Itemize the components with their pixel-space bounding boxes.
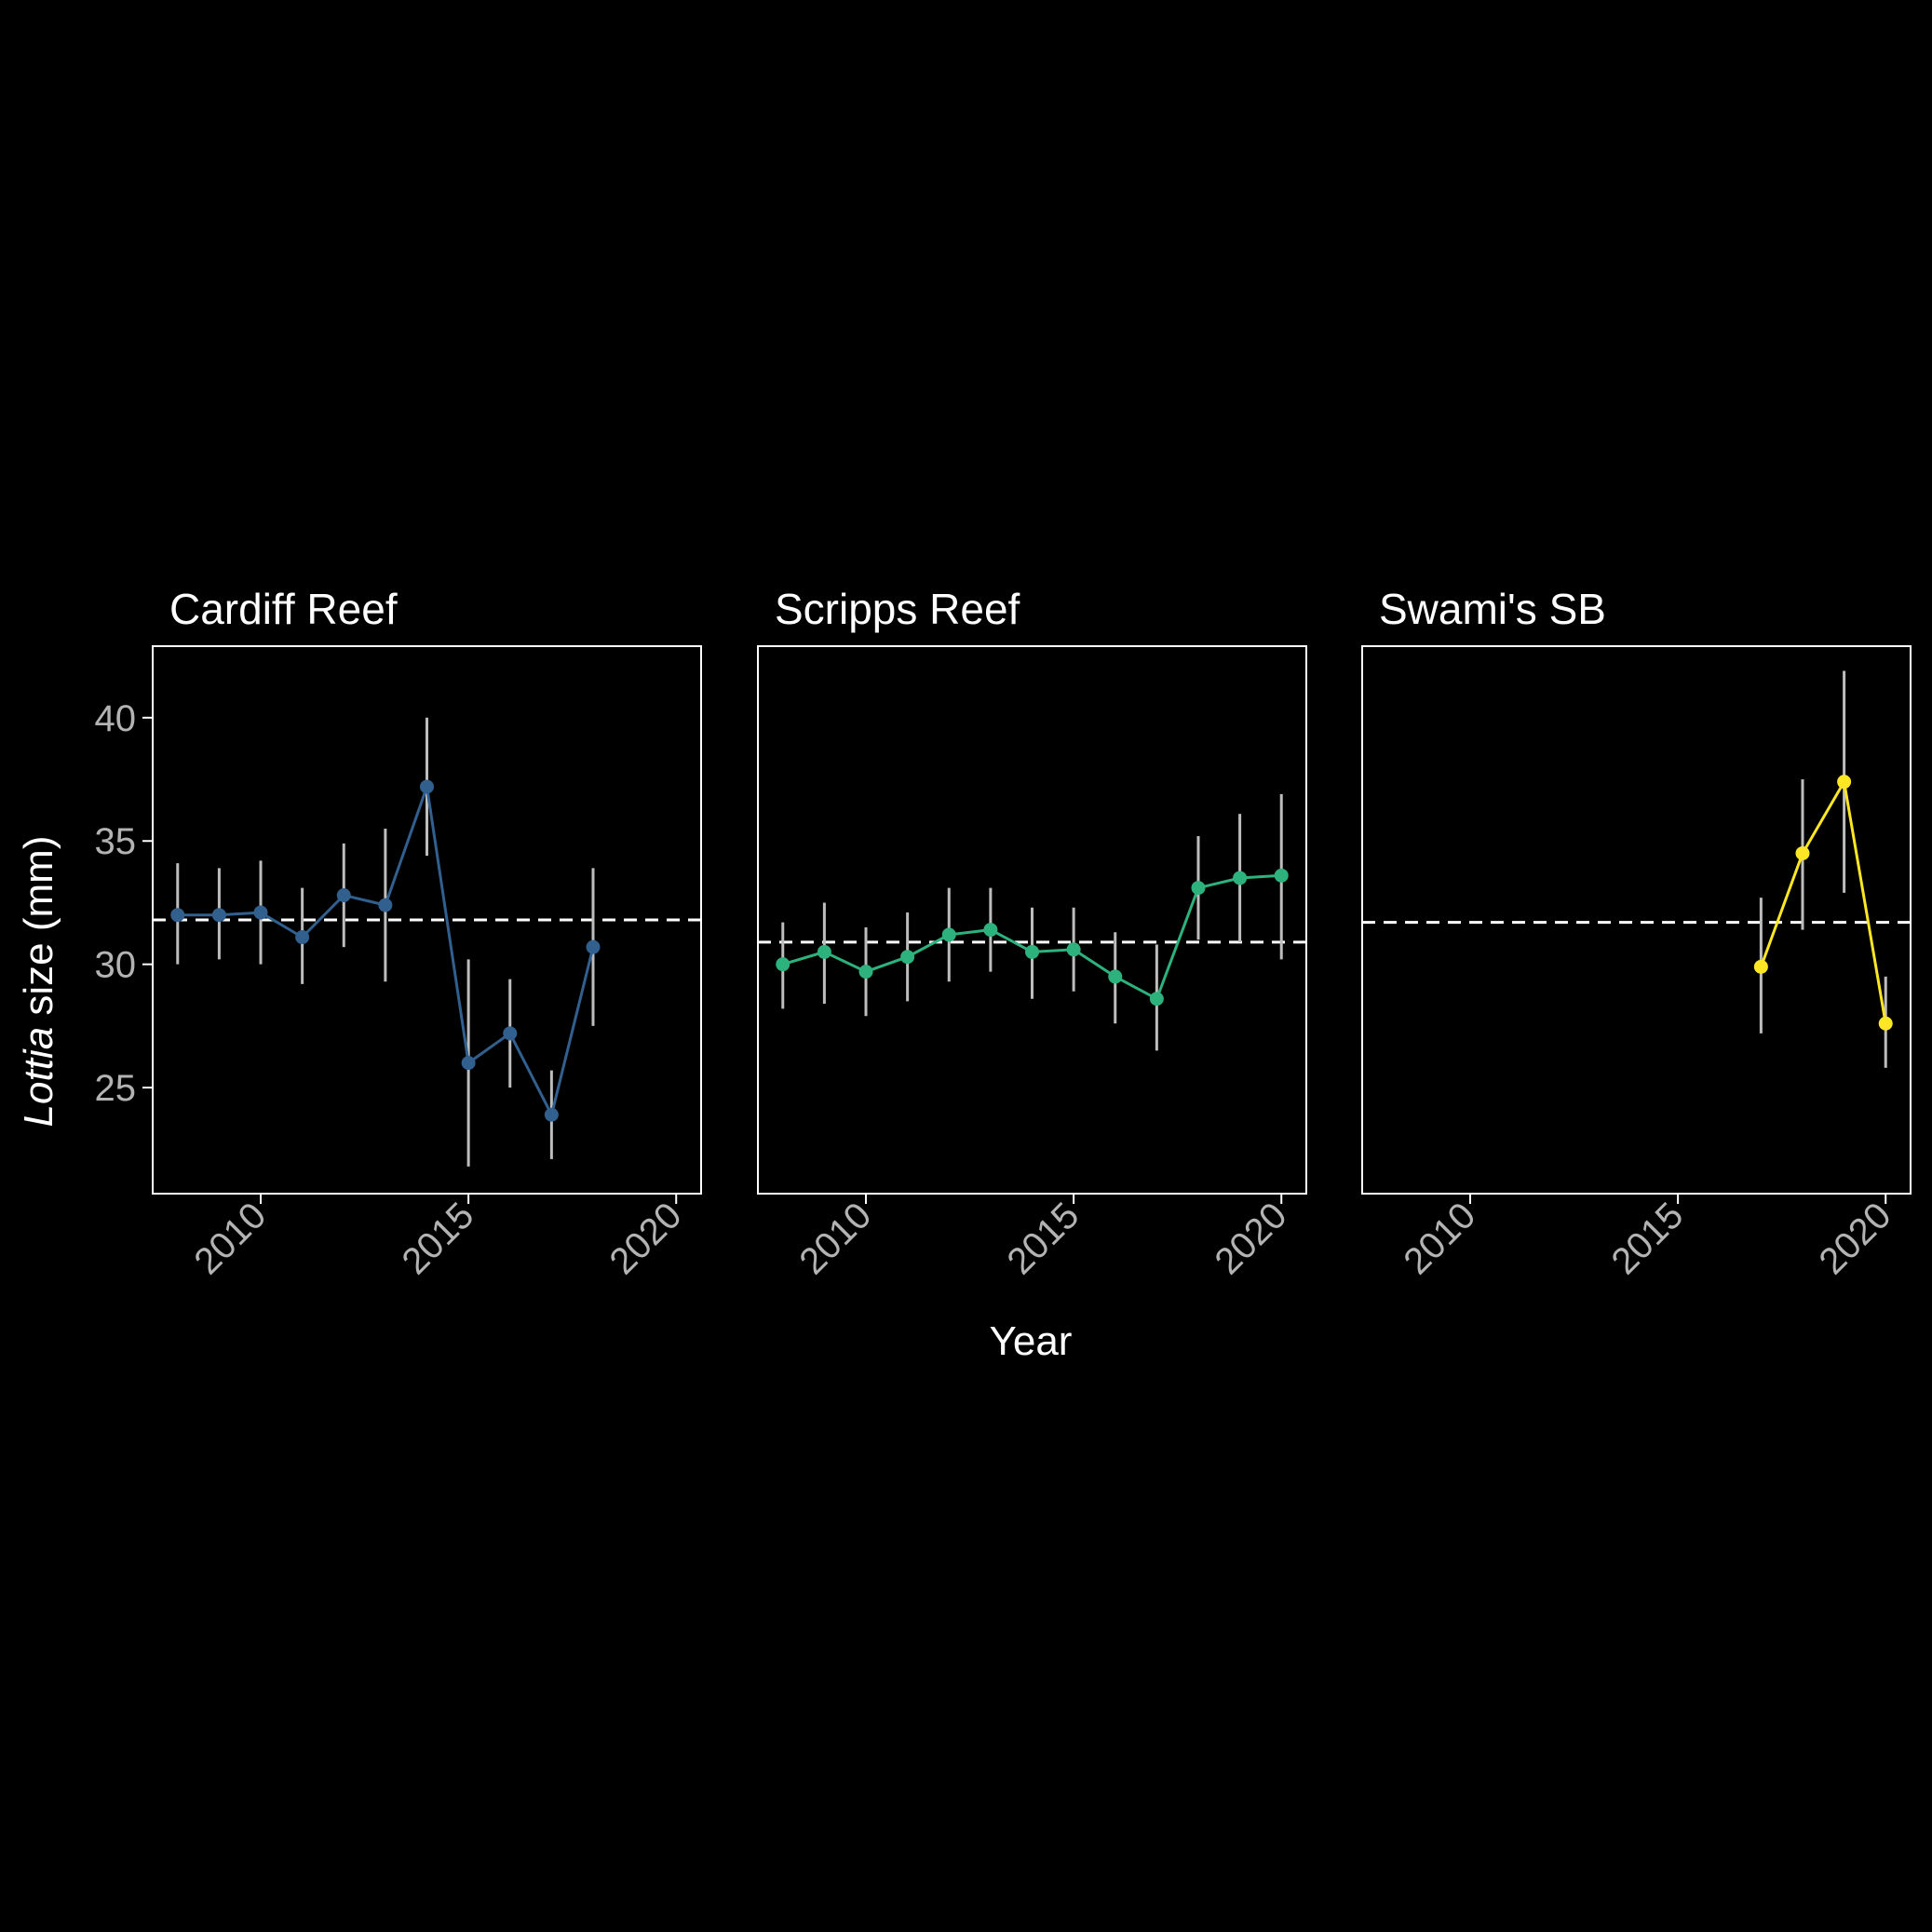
series-line [1759, 777, 1887, 1024]
panel-border [757, 645, 1307, 1195]
y-axis-label-rest: size (mm) [16, 836, 61, 1027]
data-point [420, 779, 434, 794]
data-point [1108, 969, 1123, 984]
data-point [211, 908, 226, 923]
data-point [253, 905, 268, 920]
panel-border [1361, 645, 1912, 1195]
y-tick-label: 30 [95, 945, 137, 986]
data-point [1066, 942, 1081, 957]
data-point [858, 965, 873, 980]
y-axis-label-italic: Lottia [16, 1027, 61, 1128]
data-point [1233, 871, 1248, 885]
data-point [1025, 944, 1039, 959]
data-point [295, 930, 310, 945]
data-point [544, 1107, 559, 1122]
data-point [170, 908, 185, 923]
data-point [776, 957, 790, 972]
data-point [941, 927, 956, 942]
x-axis-label: Year [990, 1318, 1073, 1364]
y-tick-label: 40 [95, 698, 137, 739]
data-point [1837, 775, 1852, 790]
data-point [461, 1056, 476, 1071]
data-point [1191, 881, 1206, 896]
data-point [378, 898, 393, 912]
data-point [1274, 868, 1289, 883]
data-point [817, 944, 831, 959]
data-point [983, 923, 998, 938]
data-point [1878, 1016, 1893, 1031]
data-point [586, 939, 601, 954]
data-point [1149, 992, 1164, 1007]
y-tick-label: 25 [95, 1068, 137, 1109]
panel-title: Scripps Reef [775, 585, 1020, 633]
data-point [336, 888, 351, 903]
panel-title: Swami's SB [1379, 585, 1606, 633]
y-tick-label: 35 [95, 821, 137, 862]
data-point [900, 950, 915, 965]
data-point [1795, 845, 1810, 860]
panel-title: Cardiff Reef [169, 585, 398, 633]
data-point [1753, 959, 1768, 974]
data-point [503, 1026, 518, 1041]
y-axis-label: Lottia size (mm) [16, 836, 61, 1128]
